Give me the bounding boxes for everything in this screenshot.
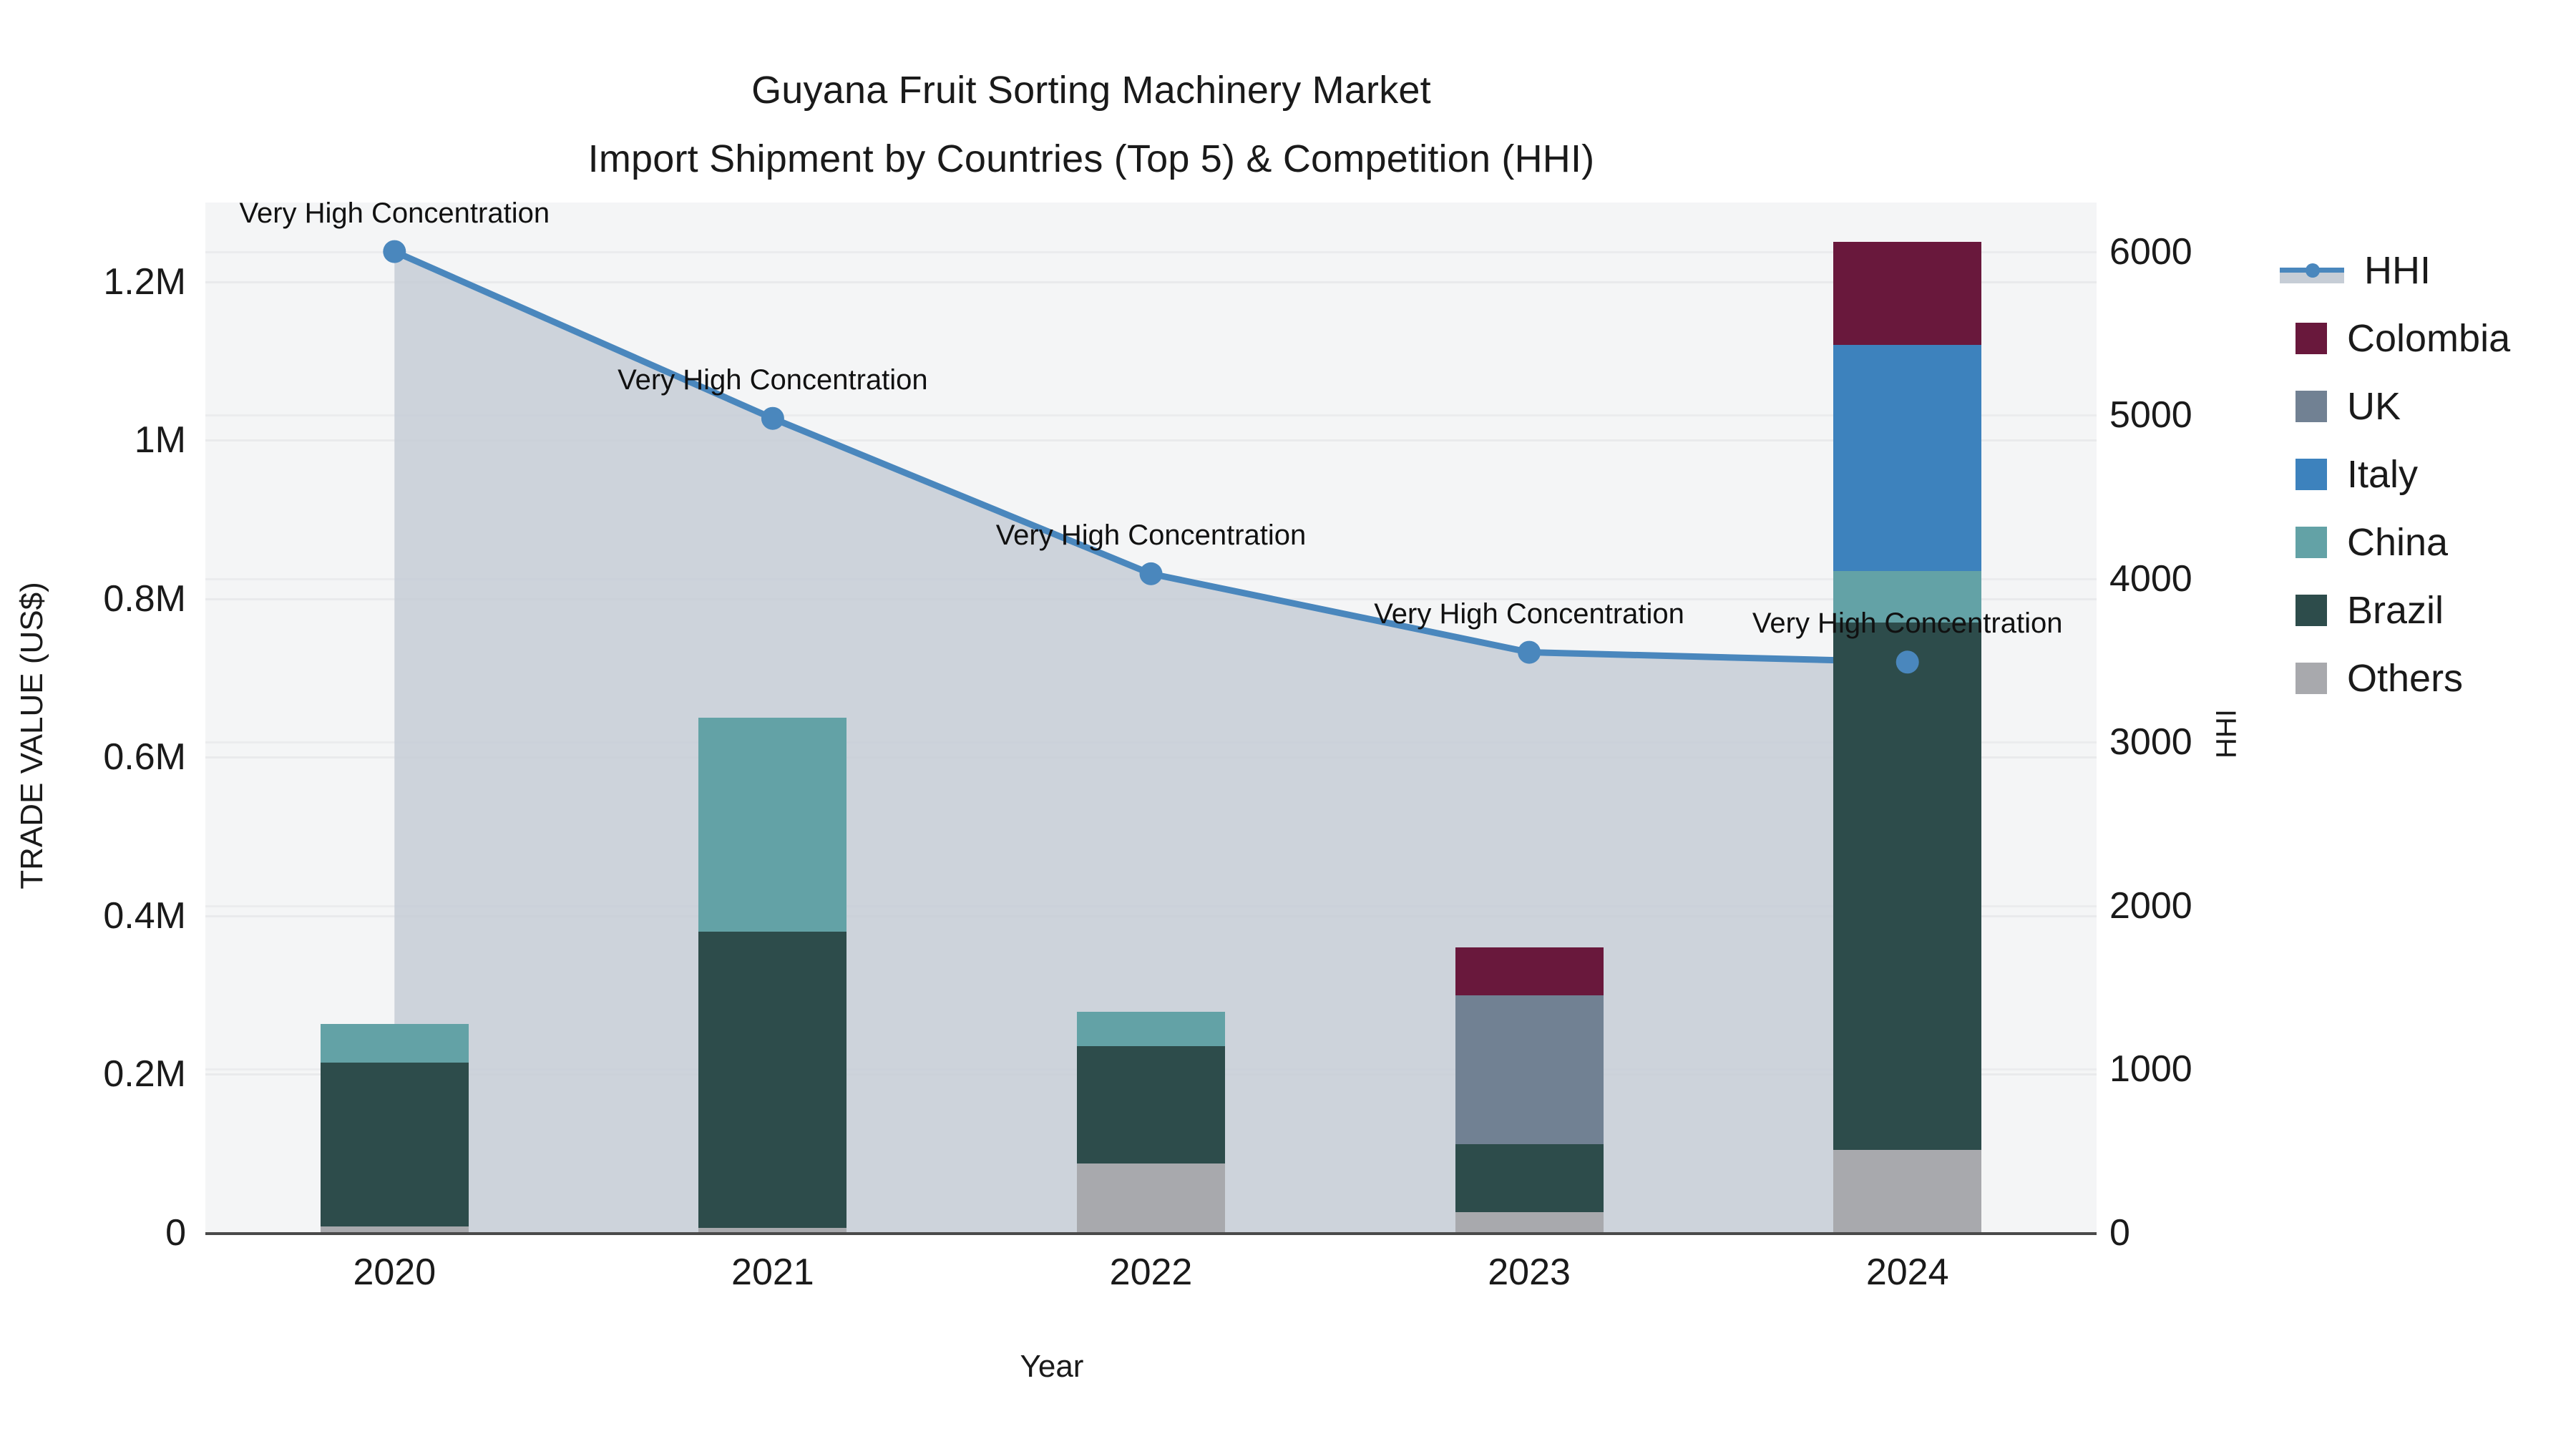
y-tick-right: 3000 [2109,721,2192,763]
hhi-markers [383,240,1919,674]
legend-item-uk[interactable]: UK [2280,372,2576,440]
annotation-2022: Very High Concentration [995,519,1307,551]
legend-label: Italy [2347,452,2419,496]
legend-swatch-china-icon [2296,526,2327,558]
hhi-marker-2021[interactable] [761,406,784,430]
gridline-right [205,250,2097,253]
bar-segment-2020-others[interactable] [320,1226,469,1233]
bar-segment-2024-brazil[interactable] [1833,623,1982,1150]
legend-item-hhi[interactable]: HHI [2280,236,2576,304]
x-tick-2024: 2024 [1865,1252,1949,1293]
bar-segment-2023-colombia[interactable] [1455,947,1604,995]
x-tick-2022: 2022 [1109,1252,1193,1293]
chart-title-line1: Guyana Fruit Sorting Machinery Market [751,69,1431,112]
bar-2024[interactable] [1833,242,1982,1233]
hhi-marker-2023[interactable] [1518,640,1541,664]
x-axis-line [205,1232,2097,1235]
y-tick-left: 0.2M [103,1053,186,1096]
annotation-2024: Very High Concentration [1752,608,2063,640]
annotation-2021: Very High Concentration [618,364,928,396]
legend-label: Others [2347,656,2464,700]
bar-segment-2020-brazil[interactable] [320,1062,469,1227]
gridline-left [205,439,2097,442]
y-tick-left: 0.4M [103,894,186,937]
bar-2021[interactable] [698,718,847,1233]
legend-item-others[interactable]: Others [2280,644,2576,712]
hhi-marker-2020[interactable] [383,240,406,263]
bar-segment-2022-others[interactable] [1077,1163,1225,1233]
legend-label: UK [2347,384,2401,428]
legend-label: Brazil [2347,588,2444,632]
legend-swatch-brazil-icon [2296,594,2327,626]
bar-segment-2022-china[interactable] [1077,1011,1225,1046]
legend-swatch-others-icon [2296,662,2327,694]
annotation-2020: Very High Concentration [239,197,550,229]
bar-segment-2022-brazil[interactable] [1077,1045,1225,1163]
legend-item-colombia[interactable]: Colombia [2280,304,2576,372]
legend-swatch-uk-icon [2296,390,2327,422]
legend-item-italy[interactable]: Italy [2280,440,2576,508]
bar-segment-2023-brazil[interactable] [1455,1143,1604,1213]
bar-segment-2024-italy[interactable] [1833,345,1982,572]
bar-2022[interactable] [1077,1011,1225,1233]
legend-item-brazil[interactable]: Brazil [2280,576,2576,644]
bar-segment-2021-others[interactable] [698,1228,847,1233]
y-axis-label-right: HHI [2210,709,2243,758]
legend-label: China [2347,520,2449,564]
y-tick-right: 1000 [2109,1048,2192,1091]
legend-label: Colombia [2347,316,2511,360]
y-tick-right: 6000 [2109,230,2192,273]
bar-segment-2021-china[interactable] [698,718,847,932]
y-tick-left: 0 [165,1212,186,1254]
legend-swatch-colombia-icon [2296,322,2327,354]
hhi-marker-2022[interactable] [1139,562,1163,585]
hhi-marker-2024[interactable] [1896,650,1919,674]
legend: HHI Colombia UK Italy China Brazil Others [2280,236,2576,712]
bar-segment-2024-colombia[interactable] [1833,242,1982,346]
y-tick-left: 1M [134,419,186,462]
bar-2023[interactable] [1455,947,1604,1233]
plot-area [205,203,2097,1234]
x-tick-2021: 2021 [731,1252,814,1293]
chart-title: Guyana Fruit Sorting Machinery Market Im… [0,56,2182,193]
legend-line-marker-icon [2280,255,2344,286]
legend-item-china[interactable]: China [2280,508,2576,576]
y-tick-left: 1.2M [103,260,186,303]
legend-label: HHI [2364,248,2431,292]
bar-segment-2024-others[interactable] [1833,1149,1982,1233]
annotation-2023: Very High Concentration [1374,597,1684,630]
bar-2020[interactable] [320,1023,469,1233]
y-tick-right: 5000 [2109,394,2192,436]
x-axis-label: Year [1020,1349,1084,1384]
gridline-right [205,414,2097,417]
bar-segment-2023-others[interactable] [1455,1212,1604,1233]
bar-segment-2024-china[interactable] [1833,571,1982,623]
x-tick-2023: 2023 [1488,1252,1571,1293]
y-tick-right: 4000 [2109,557,2192,600]
y-axis-label-left: TRADE VALUE (US$) [14,582,49,889]
x-tick-2020: 2020 [353,1252,436,1293]
y-tick-right: 0 [2109,1212,2130,1254]
bar-segment-2020-china[interactable] [320,1023,469,1063]
y-tick-left: 0.8M [103,577,186,620]
y-tick-right: 2000 [2109,884,2192,927]
y-tick-left: 0.6M [103,736,186,779]
chart-title-line2: Import Shipment by Countries (Top 5) & C… [587,137,1595,180]
bar-segment-2023-uk[interactable] [1455,995,1604,1144]
bar-segment-2021-brazil[interactable] [698,932,847,1229]
legend-swatch-italy-icon [2296,458,2327,490]
gridline-left [205,280,2097,283]
